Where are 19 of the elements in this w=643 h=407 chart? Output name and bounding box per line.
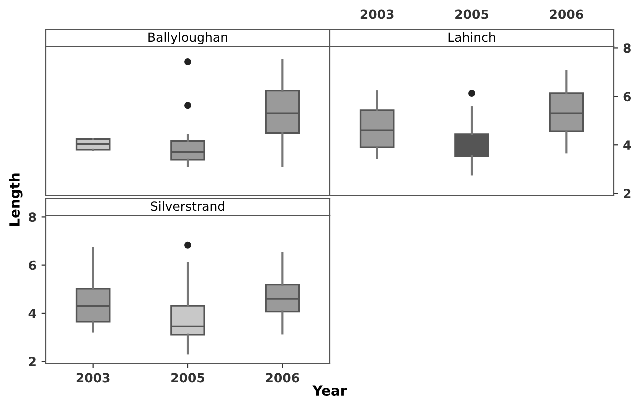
x-tick-label: 2006: [550, 10, 584, 20]
x-tick-label: 2003: [360, 10, 394, 20]
y-tick-label: 2: [29, 357, 36, 366]
x-tick-label: 2003: [76, 373, 110, 383]
y-tick-label: 4: [624, 140, 632, 150]
x-axis-title: Year: [312, 386, 348, 396]
y-tick-label: 8: [29, 212, 36, 222]
y-tick-label: 6: [624, 92, 632, 102]
x-tick-label: 2005: [172, 373, 205, 383]
chart-title: Ballyloughan: [148, 32, 228, 45]
y-axis-title: Length: [9, 174, 23, 226]
y-tick-label: 6: [29, 260, 36, 270]
chart-title: Silverstrand: [151, 201, 224, 212]
y-tick-label: 4: [28, 309, 36, 318]
x-tick-label: 2006: [266, 373, 300, 383]
y-tick-label: 8: [624, 44, 631, 54]
y-tick-label: 2: [624, 189, 631, 198]
chart-title: Lahinch: [448, 32, 496, 42]
x-tick-label: 2005: [456, 10, 489, 20]
